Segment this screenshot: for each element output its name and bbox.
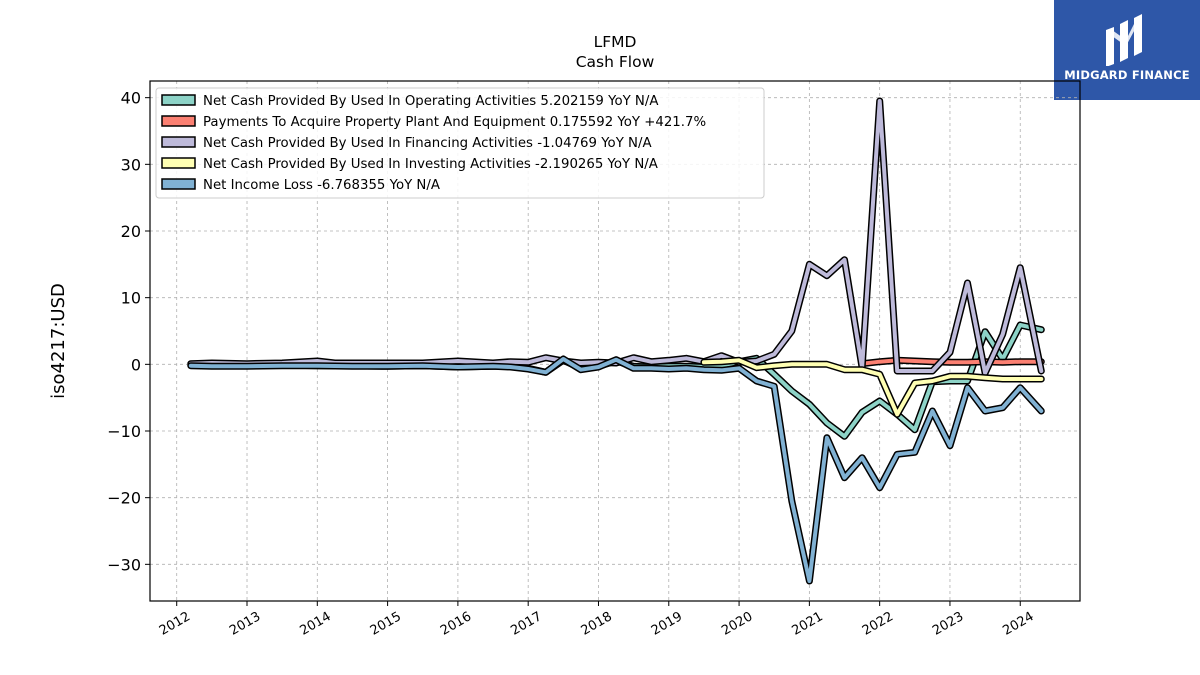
series-1 xyxy=(858,356,1045,368)
x-tick-label: 2023 xyxy=(930,609,966,639)
series-lines xyxy=(187,97,1045,585)
y-tick-label: 30 xyxy=(121,155,141,174)
x-tick-label: 2013 xyxy=(227,609,263,639)
chart-title: LFMD xyxy=(593,33,637,51)
y-tick-label: −30 xyxy=(107,555,141,574)
y-tick-label: −10 xyxy=(107,422,141,441)
series-3 xyxy=(700,356,1045,418)
series-line xyxy=(701,358,1044,417)
series-line xyxy=(188,357,1044,583)
legend-entry: Net Cash Provided By Used In Financing A… xyxy=(203,136,652,151)
plot-frame xyxy=(149,80,1081,602)
y-tick-label: 10 xyxy=(121,289,141,308)
legend-swatch xyxy=(161,136,196,148)
legend-swatch xyxy=(161,115,196,127)
y-axis-label: iso4217:USD xyxy=(48,283,69,399)
legend-swatch xyxy=(161,157,196,169)
logo-text: MIDGARD FINANCE xyxy=(1064,68,1190,82)
x-tick-label: 2024 xyxy=(1000,609,1036,639)
y-tick-label: 40 xyxy=(121,89,141,108)
x-tick-label: 2020 xyxy=(719,609,755,639)
x-tick-label: 2016 xyxy=(438,609,474,639)
legend-swatch xyxy=(161,178,196,190)
x-tick-label: 2019 xyxy=(649,609,685,639)
legend-entry: Payments To Acquire Property Plant And E… xyxy=(203,115,706,130)
legend: Net Cash Provided By Used In Operating A… xyxy=(155,87,765,199)
x-tick-label: 2018 xyxy=(579,609,615,639)
x-tick-label: 2022 xyxy=(860,609,896,639)
legend-box xyxy=(155,87,765,199)
y-tick-label: 20 xyxy=(121,222,141,241)
x-tick-label: 2012 xyxy=(157,609,193,639)
legend-entry: Net Cash Provided By Used In Investing A… xyxy=(203,157,658,172)
x-tick-label: 2015 xyxy=(368,609,404,639)
legend-entry: Net Income Loss -6.768355 YoY N/A xyxy=(203,178,440,193)
x-tick-label: 2017 xyxy=(508,609,544,639)
series-line xyxy=(860,358,1044,366)
x-tick-label: 2014 xyxy=(297,609,333,639)
midgard-finance-logo: MIDGARD FINANCE xyxy=(1054,0,1200,100)
legend-swatch xyxy=(161,94,196,106)
chart-subtitle: Cash Flow xyxy=(575,53,655,71)
series-line-outline xyxy=(187,355,1045,585)
x-tick-label: 2021 xyxy=(790,609,826,639)
y-tick-label: −20 xyxy=(107,489,141,508)
midgard-m-logo-icon xyxy=(1106,14,1142,67)
y-tick-label: 0 xyxy=(131,355,141,374)
chart-title-block: LFMD Cash Flow xyxy=(0,32,1200,72)
legend-entry: Net Cash Provided By Used In Operating A… xyxy=(203,94,658,109)
series-4 xyxy=(187,355,1045,585)
